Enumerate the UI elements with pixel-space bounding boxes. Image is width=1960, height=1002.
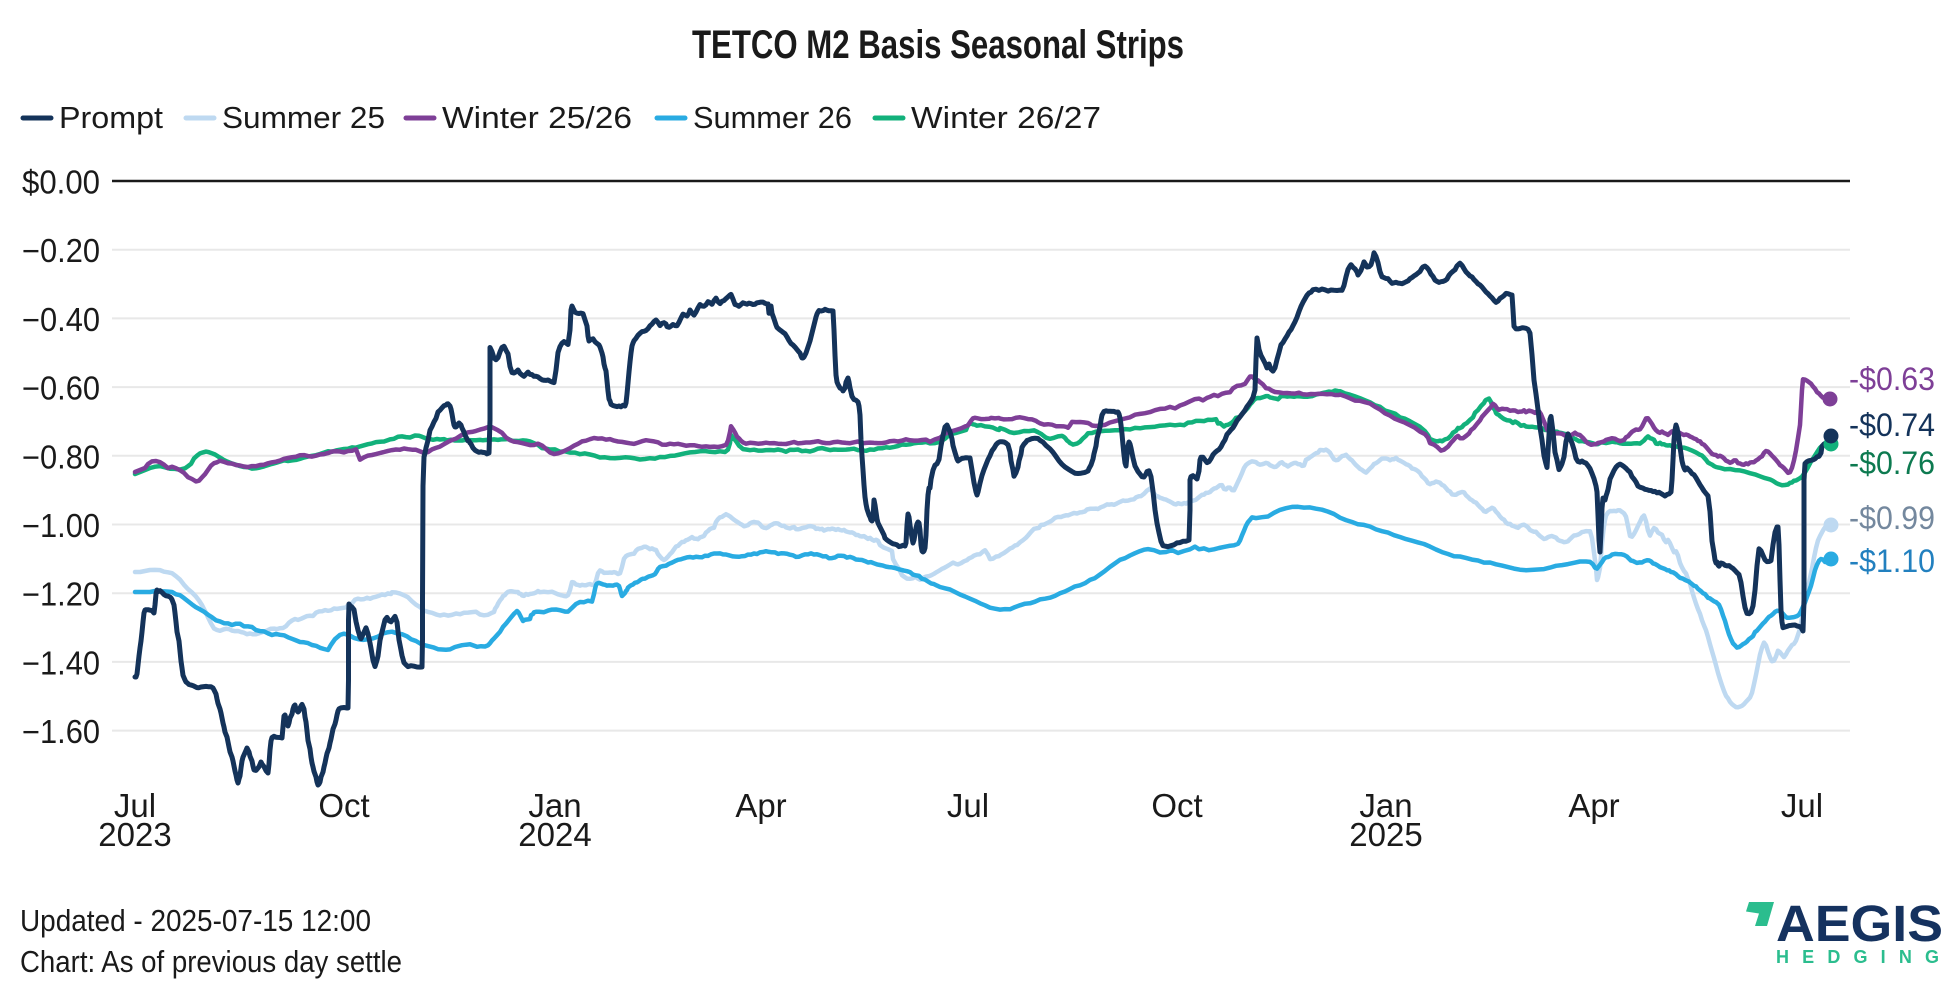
svg-text:Chart: As of previous day sett: Chart: As of previous day settle: [20, 944, 402, 979]
svg-text:Oct: Oct: [318, 787, 369, 824]
svg-text:Oct: Oct: [1151, 787, 1202, 824]
svg-text:−0.80: −0.80: [22, 438, 100, 475]
svg-text:−1.20: −1.20: [22, 576, 100, 613]
svg-text:Apr: Apr: [735, 787, 786, 824]
svg-text:TETCO M2 Basis Seasonal Strips: TETCO M2 Basis Seasonal Strips: [692, 23, 1184, 67]
svg-text:Jul: Jul: [114, 787, 156, 824]
svg-text:Summer 25: Summer 25: [222, 100, 385, 135]
svg-text:2025: 2025: [1349, 816, 1422, 853]
svg-text:Jan: Jan: [1359, 787, 1412, 824]
svg-text:-$0.99: -$0.99: [1849, 500, 1935, 536]
svg-text:Prompt: Prompt: [59, 100, 163, 135]
svg-text:-$1.10: -$1.10: [1849, 543, 1935, 579]
svg-text:2024: 2024: [518, 816, 591, 853]
svg-text:Apr: Apr: [1568, 787, 1619, 824]
svg-text:-$0.74: -$0.74: [1849, 407, 1935, 443]
svg-text:Updated - 2025-07-15 12:00: Updated - 2025-07-15 12:00: [20, 903, 371, 938]
svg-text:AEGIS: AEGIS: [1776, 895, 1943, 952]
svg-text:-$0.76: -$0.76: [1849, 445, 1935, 481]
svg-text:−0.40: −0.40: [22, 301, 100, 338]
svg-text:Jul: Jul: [1781, 787, 1823, 824]
svg-text:−1.40: −1.40: [22, 644, 100, 681]
svg-text:-$0.63: -$0.63: [1849, 361, 1935, 397]
svg-text:Summer 26: Summer 26: [693, 100, 852, 135]
svg-text:Winter 26/27: Winter 26/27: [911, 100, 1101, 135]
svg-text:−1.00: −1.00: [22, 507, 100, 544]
svg-text:$0.00: $0.00: [22, 164, 100, 201]
svg-text:−0.20: −0.20: [22, 232, 100, 269]
svg-text:Jul: Jul: [947, 787, 989, 824]
svg-text:−0.60: −0.60: [22, 370, 100, 407]
svg-text:Winter 25/26: Winter 25/26: [442, 100, 632, 135]
svg-text:Jan: Jan: [528, 787, 581, 824]
svg-text:2023: 2023: [98, 816, 171, 853]
svg-text:−1.60: −1.60: [22, 713, 100, 750]
